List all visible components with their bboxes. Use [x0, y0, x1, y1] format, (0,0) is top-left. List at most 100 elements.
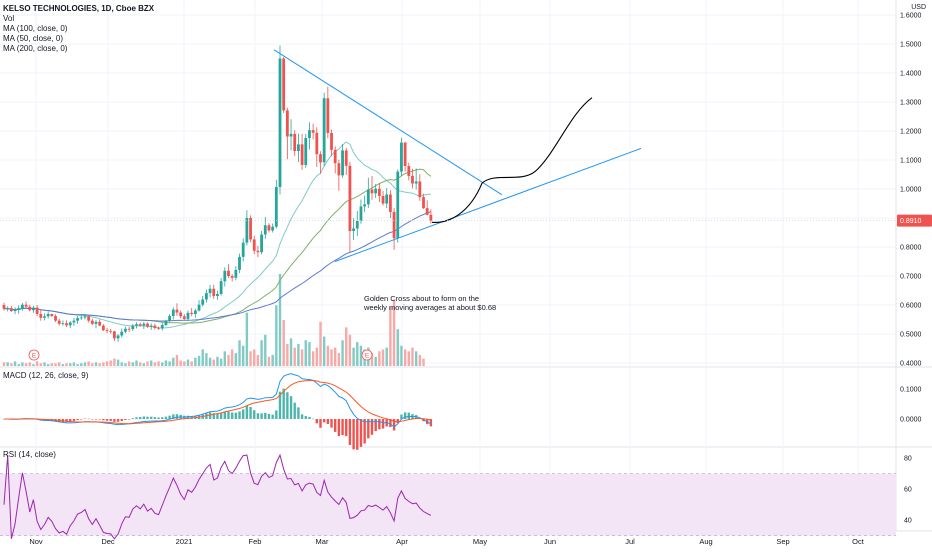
candle-body	[50, 313, 54, 317]
rsi-tick-label: 40	[904, 518, 912, 525]
candle-body	[385, 194, 389, 204]
volume-bar	[157, 361, 160, 366]
y-tick-label: 1.4000	[900, 71, 922, 78]
volume-bar	[326, 345, 330, 366]
candle-body	[68, 322, 72, 326]
macd-histogram-bar	[414, 415, 418, 419]
volume-bar	[356, 342, 359, 366]
candle-body	[245, 218, 249, 243]
volume-bar	[341, 340, 344, 366]
candle-body	[282, 58, 286, 111]
legend-ma200[interactable]: MA (200, close, 0)	[3, 44, 68, 53]
volume-bar	[385, 347, 388, 366]
candle-body	[186, 312, 190, 319]
macd-histogram-bar	[230, 412, 234, 419]
candle-body	[160, 325, 164, 329]
macd-histogram-bar	[172, 414, 175, 419]
macd-histogram-bar	[315, 419, 318, 424]
last-price-label: 0.8910	[900, 218, 922, 225]
volume-bar	[227, 354, 230, 366]
macd-title[interactable]: MACD (12, 26, close, 9)	[3, 371, 89, 380]
macd-histogram-bar	[249, 406, 252, 419]
candle-body	[289, 133, 293, 137]
volume-bar	[205, 353, 208, 366]
volume-bar	[69, 363, 72, 366]
candle-body	[333, 149, 337, 164]
volume-bar	[286, 343, 289, 366]
candle-body	[116, 335, 120, 339]
legend-ma50[interactable]: MA (50, close, 0)	[3, 34, 64, 43]
x-tick-label: Apr	[396, 537, 408, 546]
volume-bar	[164, 360, 168, 366]
volume-bar	[135, 360, 138, 366]
volume-bar	[61, 364, 65, 366]
candle-body	[355, 220, 359, 229]
candle-body	[352, 228, 355, 232]
volume-bar	[271, 354, 274, 366]
volume-bar	[39, 363, 42, 366]
x-tick-label: Aug	[699, 537, 712, 546]
y-tick-label: 1.0000	[900, 187, 922, 194]
candle-body	[127, 328, 131, 330]
volume-bar	[32, 364, 35, 366]
candle-body	[263, 225, 267, 235]
volume-bar	[319, 321, 322, 366]
macd-histogram-bar	[219, 412, 223, 419]
volume-bar	[330, 349, 333, 366]
volume-bar	[179, 360, 182, 366]
macd-histogram-bar	[293, 402, 296, 419]
macd-histogram-bar	[91, 419, 94, 420]
legend-ma100[interactable]: MA (100, close, 0)	[3, 24, 68, 33]
volume-bar	[150, 360, 153, 366]
volume-bar	[168, 361, 171, 366]
volume-bar	[54, 363, 57, 366]
macd-histogram-bar	[76, 419, 79, 421]
volume-bar	[80, 363, 83, 366]
volume-bar	[249, 351, 252, 366]
candle-body	[234, 269, 238, 278]
candle-body	[21, 304, 24, 309]
macd-histogram-bar	[275, 410, 278, 419]
volume-bar	[124, 363, 127, 366]
volume-bar	[13, 361, 17, 366]
macd-histogram-bar	[326, 419, 330, 424]
volume-bar	[322, 336, 326, 366]
macd-histogram-bar	[267, 413, 271, 419]
volume-bar	[94, 362, 98, 366]
annotation-text[interactable]: Golden Cross about to form on the weekly…	[364, 294, 496, 312]
candle-body	[57, 320, 61, 324]
volume-bar	[120, 362, 123, 366]
candle-body	[418, 181, 422, 198]
volume-bar	[127, 361, 131, 366]
candle-body	[377, 188, 381, 196]
candle-body	[293, 133, 297, 152]
candle-body	[61, 323, 65, 325]
candle-body	[6, 308, 10, 309]
macd-histogram-bar	[374, 419, 377, 432]
rsi-line	[3, 453, 432, 540]
candle-body	[131, 325, 135, 330]
candle-body	[32, 307, 35, 311]
macd-tick-label: 0.1000	[900, 387, 922, 394]
candle-body	[363, 204, 367, 207]
volume-bar	[256, 354, 260, 366]
candle-body	[46, 313, 50, 317]
macd-histogram-bar	[403, 412, 407, 419]
macd-histogram-bar	[297, 407, 300, 419]
legend-vol[interactable]: Vol	[3, 14, 15, 23]
volume-bar	[186, 359, 190, 366]
candle-body	[278, 58, 282, 187]
candle-body	[411, 175, 414, 184]
macd-histogram-bar	[367, 419, 370, 439]
earnings-marker-label: E	[365, 353, 370, 360]
macd-histogram-bar	[146, 416, 149, 419]
volume-bar	[267, 356, 271, 366]
candle-body	[407, 166, 411, 176]
symbol-line[interactable]: KELSO TECHNOLOGIES, 1D, Cboe BZX	[3, 4, 155, 13]
volume-bar	[230, 349, 234, 366]
rsi-title[interactable]: RSI (14, close)	[3, 450, 56, 459]
candle-body	[223, 270, 227, 282]
candle-body	[227, 270, 230, 276]
